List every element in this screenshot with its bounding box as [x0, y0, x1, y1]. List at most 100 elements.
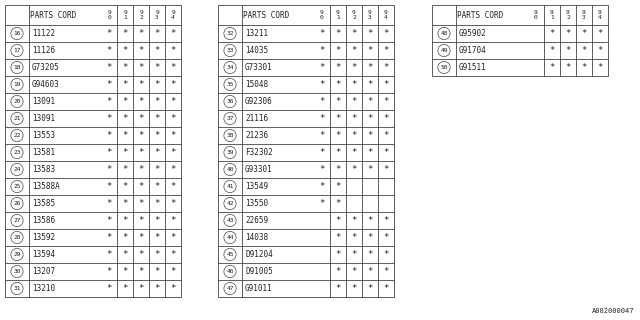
Text: *: *	[154, 97, 160, 106]
Text: *: *	[351, 29, 356, 38]
Text: G73205: G73205	[32, 63, 60, 72]
Bar	[5, 5, 181, 297]
Text: *: *	[154, 29, 160, 38]
Text: *: *	[383, 80, 388, 89]
Text: 30: 30	[13, 269, 20, 274]
Text: *: *	[138, 216, 144, 225]
Text: 50: 50	[440, 65, 448, 70]
Text: 9
3: 9 3	[582, 10, 586, 20]
Text: 9
1: 9 1	[550, 10, 554, 20]
Text: 36: 36	[227, 99, 234, 104]
Text: 13210: 13210	[32, 284, 55, 293]
Text: PARTS CORD: PARTS CORD	[30, 11, 76, 20]
Text: *: *	[335, 46, 340, 55]
Text: *: *	[351, 233, 356, 242]
Text: *: *	[170, 29, 176, 38]
Text: *: *	[170, 250, 176, 259]
Text: *: *	[367, 148, 372, 157]
Text: 44: 44	[227, 235, 234, 240]
Text: 18: 18	[13, 65, 20, 70]
Text: *: *	[106, 216, 112, 225]
Text: *: *	[335, 267, 340, 276]
Text: 40: 40	[227, 167, 234, 172]
Text: *: *	[122, 165, 128, 174]
Text: *: *	[122, 114, 128, 123]
Text: 9
0: 9 0	[534, 10, 538, 20]
Text: *: *	[351, 284, 356, 293]
Text: *: *	[367, 284, 372, 293]
Text: *: *	[383, 148, 388, 157]
Text: *: *	[106, 250, 112, 259]
Text: 9
2: 9 2	[352, 10, 356, 20]
Text: *: *	[106, 267, 112, 276]
Text: 9
4: 9 4	[598, 10, 602, 20]
Text: *: *	[122, 97, 128, 106]
Text: *: *	[319, 29, 324, 38]
Text: 13091: 13091	[32, 97, 55, 106]
Text: *: *	[335, 63, 340, 72]
Text: *: *	[383, 216, 388, 225]
Text: *: *	[154, 216, 160, 225]
Text: *: *	[335, 250, 340, 259]
Text: *: *	[122, 148, 128, 157]
Text: *: *	[383, 63, 388, 72]
Text: G91704: G91704	[459, 46, 487, 55]
Text: *: *	[565, 29, 571, 38]
Text: *: *	[106, 182, 112, 191]
Text: G73301: G73301	[245, 63, 273, 72]
Text: *: *	[122, 29, 128, 38]
Text: 32: 32	[227, 31, 234, 36]
Text: 22: 22	[13, 133, 20, 138]
Text: *: *	[367, 46, 372, 55]
Text: *: *	[383, 114, 388, 123]
Text: 11126: 11126	[32, 46, 55, 55]
Text: *: *	[319, 148, 324, 157]
Text: 14035: 14035	[245, 46, 268, 55]
Text: *: *	[367, 97, 372, 106]
Text: *: *	[122, 284, 128, 293]
Text: *: *	[106, 131, 112, 140]
Text: *: *	[170, 114, 176, 123]
Text: *: *	[335, 233, 340, 242]
Text: *: *	[138, 80, 144, 89]
Text: *: *	[367, 29, 372, 38]
Text: *: *	[383, 284, 388, 293]
Text: 27: 27	[13, 218, 20, 223]
Text: *: *	[367, 131, 372, 140]
Text: *: *	[335, 182, 340, 191]
Text: 31: 31	[13, 286, 20, 291]
Text: *: *	[154, 80, 160, 89]
Bar	[218, 5, 394, 297]
Text: 23: 23	[13, 150, 20, 155]
Text: 45: 45	[227, 252, 234, 257]
Text: *: *	[170, 182, 176, 191]
Text: *: *	[383, 250, 388, 259]
Text: G91511: G91511	[459, 63, 487, 72]
Text: *: *	[154, 233, 160, 242]
Text: 15048: 15048	[245, 80, 268, 89]
Text: 49: 49	[440, 48, 448, 53]
Text: *: *	[138, 182, 144, 191]
Text: *: *	[106, 148, 112, 157]
Text: *: *	[597, 63, 603, 72]
Text: 9
3: 9 3	[368, 10, 372, 20]
Text: *: *	[367, 80, 372, 89]
Text: 13588A: 13588A	[32, 182, 60, 191]
Text: *: *	[122, 267, 128, 276]
Text: 39: 39	[227, 150, 234, 155]
Text: 13091: 13091	[32, 114, 55, 123]
Text: 13549: 13549	[245, 182, 268, 191]
Text: *: *	[351, 97, 356, 106]
Text: *: *	[319, 165, 324, 174]
Text: *: *	[154, 284, 160, 293]
Text: *: *	[106, 199, 112, 208]
Text: *: *	[351, 267, 356, 276]
Text: *: *	[367, 114, 372, 123]
Text: 13550: 13550	[245, 199, 268, 208]
Text: *: *	[383, 131, 388, 140]
Text: *: *	[367, 63, 372, 72]
Text: 13207: 13207	[32, 267, 55, 276]
Text: *: *	[106, 165, 112, 174]
Text: *: *	[597, 46, 603, 55]
Bar	[432, 5, 608, 76]
